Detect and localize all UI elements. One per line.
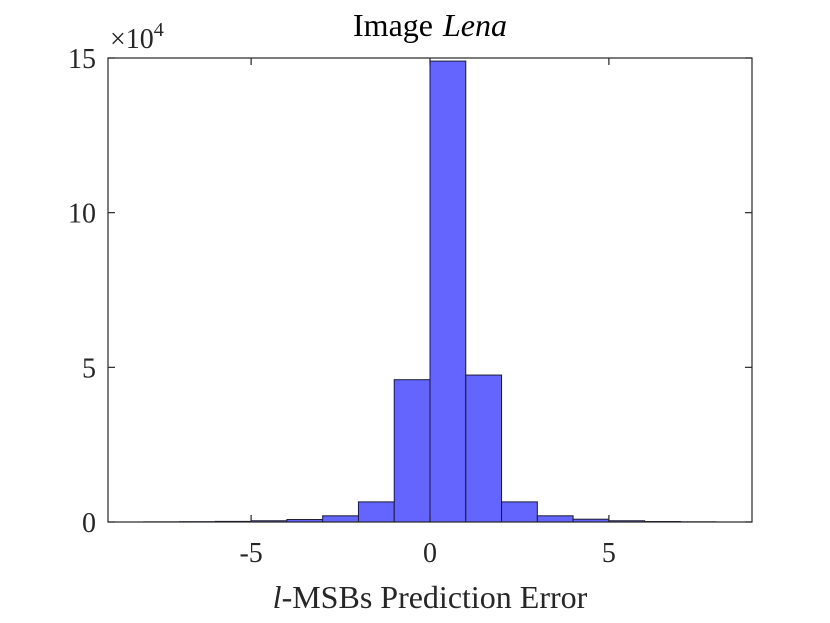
histogram-bar (322, 515, 359, 523)
y-tick-label: 10 (68, 199, 96, 230)
x-axis-label-text: -MSBs Prediction Error (282, 579, 588, 615)
histogram-bar (501, 501, 538, 523)
title-prefix: Image (353, 7, 433, 43)
exponent-base: ×10 (110, 24, 154, 55)
x-tick-label: 0 (423, 538, 437, 569)
histogram-bar (536, 515, 574, 523)
y-tick-label: 5 (82, 353, 96, 384)
histogram-bar (429, 60, 467, 523)
y-tick-label: 0 (82, 508, 96, 539)
x-axis-label-variable: l (273, 579, 282, 615)
y-axis-exponent: ×104 (110, 19, 164, 55)
ticks-group: -5 0 5 0 5 10 15 (68, 44, 752, 569)
x-tick-label: 5 (602, 538, 616, 569)
title-emphasis: Lena (442, 7, 507, 43)
histogram-bar (465, 374, 503, 523)
exponent-power: 4 (154, 19, 164, 41)
chart-title: Image Lena (353, 7, 507, 43)
histogram-bar (393, 379, 431, 523)
bars-group (143, 60, 717, 523)
y-tick-label: 15 (68, 44, 96, 75)
x-tick-label: -5 (239, 538, 262, 569)
histogram-bar (357, 501, 395, 523)
x-axis-label: l-MSBs Prediction Error (273, 579, 588, 615)
